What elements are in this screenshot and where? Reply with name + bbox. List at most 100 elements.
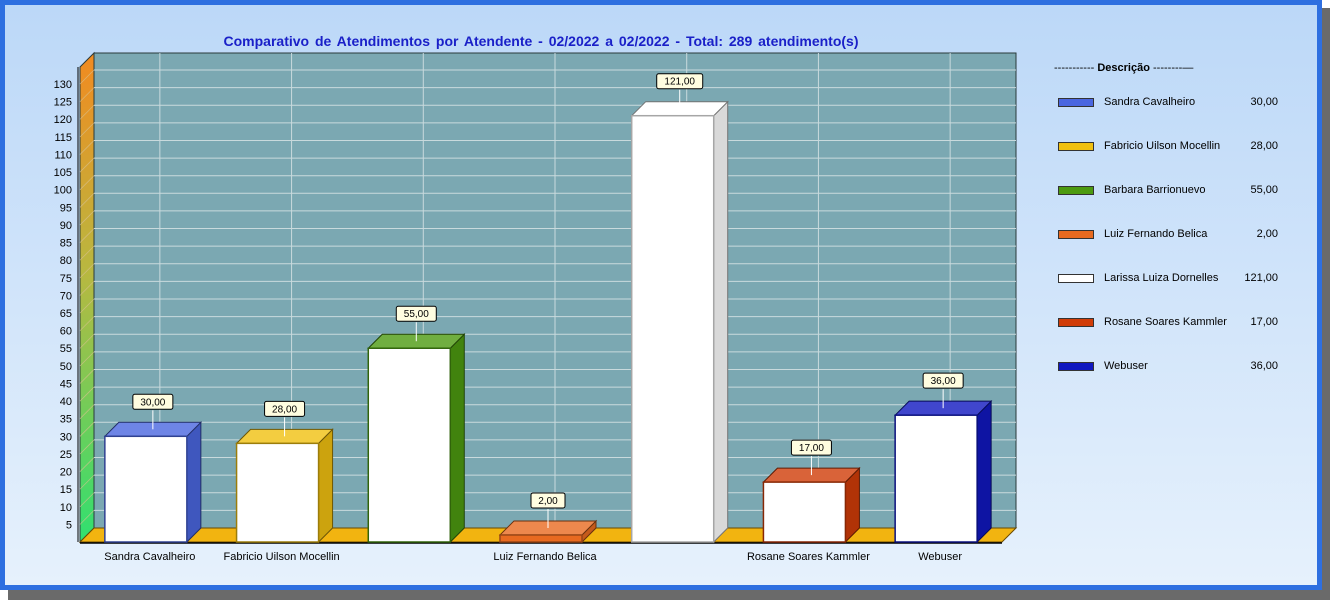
bar-front xyxy=(894,414,978,543)
y-tick-label: 105 xyxy=(54,167,72,179)
y-gridline-side xyxy=(79,210,95,226)
y-tick-label: 75 xyxy=(60,273,72,285)
legend-item: Webuser 36,00 xyxy=(1058,360,1278,376)
legend-item: Rosane Soares Kammler 17,00 xyxy=(1058,316,1278,332)
legend-label: Luiz Fernando Belica xyxy=(1104,228,1208,240)
bar-side xyxy=(976,399,992,544)
legend-label: Larissa Luiza Dornelles xyxy=(1104,272,1219,284)
legend-swatch xyxy=(1058,142,1094,151)
bar-side xyxy=(186,421,202,544)
x-tick-label: Fabricio Uilson Mocellin xyxy=(223,551,339,563)
y-tick-label: 120 xyxy=(54,114,72,126)
y-tick-labels: 5 10 15 20 25 30 35 40 45 50 55 60 65 70 75 80 85 90 95 100… xyxy=(54,79,72,531)
bar-front xyxy=(499,534,583,543)
y-gridline-side xyxy=(79,510,95,525)
y-gridline-side xyxy=(79,386,95,402)
y-gridline-side xyxy=(79,404,95,419)
data-label-box xyxy=(395,305,437,322)
legend-value: 36,00 xyxy=(1250,360,1278,372)
x-tick-label: Luiz Fernando Belica xyxy=(493,551,597,563)
y-gridline-side xyxy=(79,87,95,102)
legend-item: Sandra Cavalheiro 30,00 xyxy=(1058,96,1278,112)
data-label: 28,00 xyxy=(272,404,297,415)
x-tick-label: Sandra Cavalheiro xyxy=(104,551,195,563)
y-tick-label: 30 xyxy=(60,431,72,443)
y-gridline-side xyxy=(79,245,95,261)
y-tick-label: 70 xyxy=(60,290,72,302)
data-label-box xyxy=(656,73,704,90)
y-gridline-side xyxy=(79,298,95,314)
bar xyxy=(235,428,334,544)
legend-item: Fabricio Uilson Mocellin 28,00 xyxy=(1058,140,1278,156)
y-tick-label: 10 xyxy=(60,502,72,514)
y-gridline-side xyxy=(79,316,95,331)
y-tick-label: 35 xyxy=(60,414,72,426)
y-tick-label: 80 xyxy=(60,255,72,267)
y-tick-label: 40 xyxy=(60,396,72,408)
y-gridline-side xyxy=(79,333,95,349)
data-label-box xyxy=(790,439,832,456)
chart-title: Comparativo de Atendimentos por Atendent… xyxy=(223,33,859,49)
data-label-box xyxy=(132,393,174,410)
data-label-box xyxy=(530,492,566,509)
y-tick-label: 55 xyxy=(60,343,72,355)
y-tick-label: 45 xyxy=(60,378,72,390)
data-label-box xyxy=(264,400,306,417)
y-gridline-side xyxy=(79,474,95,490)
y-gridline-side xyxy=(79,492,95,508)
x-tick-label: Webuser xyxy=(918,551,962,563)
legend-value: 2,00 xyxy=(1256,228,1278,240)
y-gridline-side xyxy=(79,122,95,138)
y-tick-label: 25 xyxy=(60,449,72,461)
data-label-box xyxy=(922,372,964,389)
legend-swatch xyxy=(1058,186,1094,195)
legend-value: 121,00 xyxy=(1244,272,1278,284)
legend-item: Larissa Luiza Dornelles 121,00 xyxy=(1058,272,1278,288)
bar xyxy=(893,399,993,544)
y-gridline-side xyxy=(79,422,95,437)
data-label: 36,00 xyxy=(931,376,956,387)
y-tick-label: 60 xyxy=(60,326,72,338)
legend-item: Luiz Fernando Belica 2,00 xyxy=(1058,228,1278,244)
y-tick-label: 90 xyxy=(60,220,72,232)
y-tick-label: 5 xyxy=(66,519,72,531)
legend-label: Sandra Cavalheiro xyxy=(1104,96,1196,108)
y-tick-label: 125 xyxy=(54,97,72,109)
bar-side xyxy=(713,100,729,544)
y-gridline-side xyxy=(79,351,95,367)
legend-value: 55,00 xyxy=(1250,184,1278,196)
y-tick-label: 50 xyxy=(60,361,72,373)
bar-side xyxy=(318,428,334,544)
y-gridline-side xyxy=(79,457,95,472)
data-label: 17,00 xyxy=(799,443,824,454)
y-tick-label: 130 xyxy=(54,79,72,91)
y-tick-label: 110 xyxy=(54,149,72,161)
legend-swatch xyxy=(1058,98,1094,107)
y-gridline-side xyxy=(79,193,95,208)
bar-front xyxy=(235,442,320,543)
y-tick-label: 95 xyxy=(60,202,72,214)
y-tick-label: 20 xyxy=(60,467,72,479)
bar xyxy=(367,333,466,544)
legend-label: Webuser xyxy=(1104,360,1148,372)
x-tick-label: Rosane Soares Kammler xyxy=(747,551,870,563)
data-label: 30,00 xyxy=(140,397,165,408)
y-gridline-side xyxy=(79,281,95,296)
bar-front xyxy=(104,435,188,543)
y-tick-label: 100 xyxy=(54,185,72,197)
y-gridline-side xyxy=(79,157,95,173)
data-label: 2,00 xyxy=(538,496,558,507)
data-label: 121,00 xyxy=(664,77,695,88)
legend-value: 28,00 xyxy=(1250,140,1278,152)
plot-left-wall xyxy=(79,51,95,544)
y-gridline-side xyxy=(79,140,95,155)
bar-side xyxy=(449,333,465,544)
bar-front xyxy=(762,481,847,543)
legend-value: 17,00 xyxy=(1250,316,1278,328)
y-tick-label: 65 xyxy=(60,308,72,320)
legend-swatch xyxy=(1058,230,1094,239)
y-gridline-side xyxy=(79,439,95,455)
y-tick-label: 15 xyxy=(60,484,72,496)
legend-label: Fabricio Uilson Mocellin xyxy=(1104,140,1221,152)
